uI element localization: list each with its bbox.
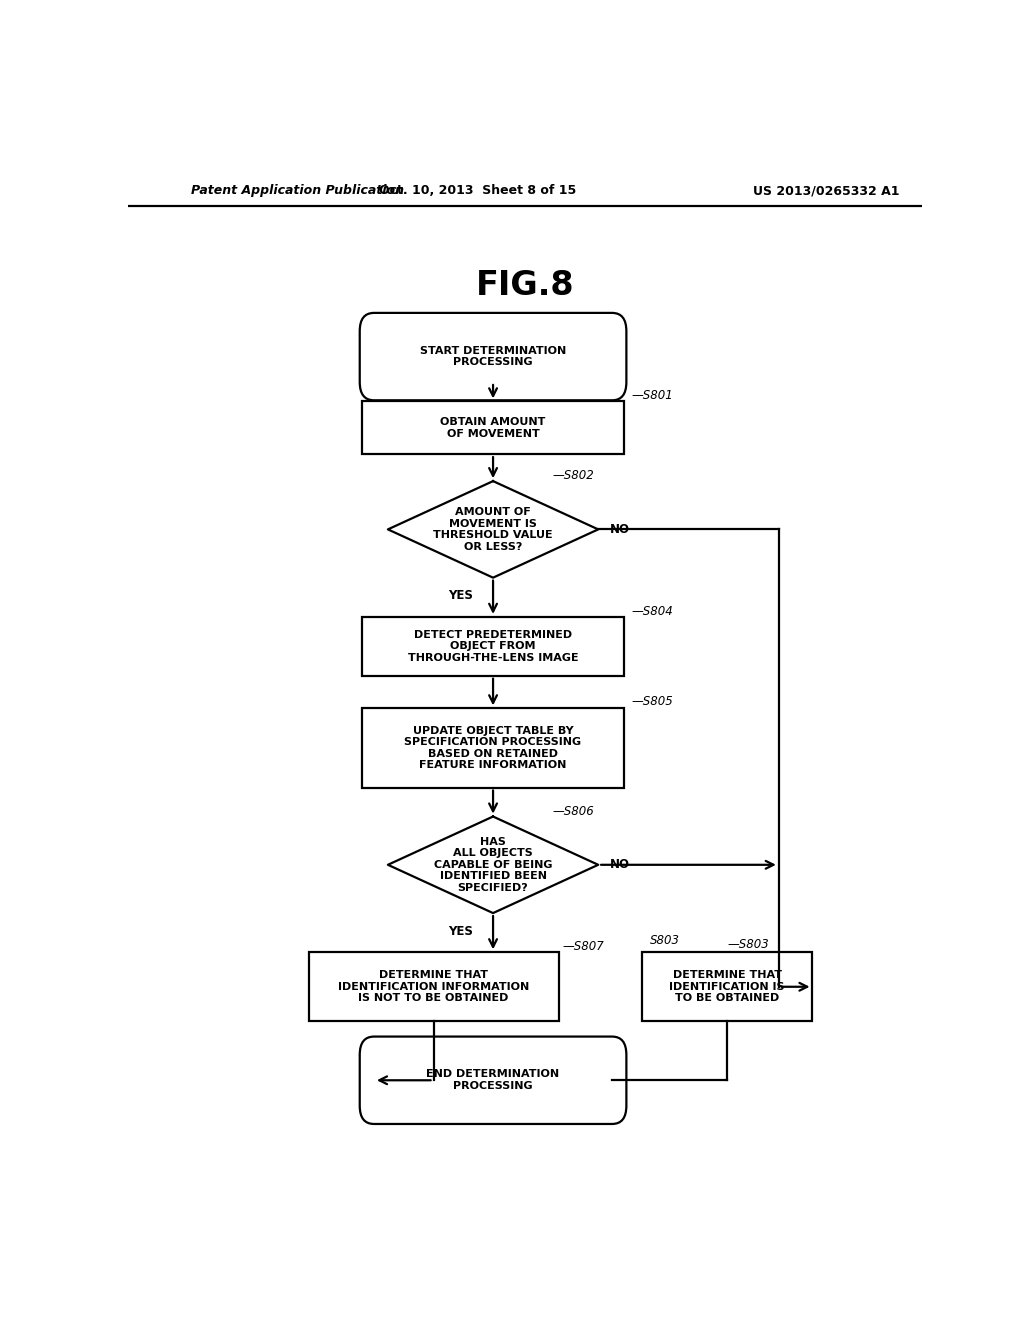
Text: HAS
ALL OBJECTS
CAPABLE OF BEING
IDENTIFIED BEEN
SPECIFIED?: HAS ALL OBJECTS CAPABLE OF BEING IDENTIF… [434, 837, 552, 894]
Text: —S805: —S805 [632, 696, 674, 709]
Text: S803: S803 [650, 935, 680, 948]
Text: US 2013/0265332 A1: US 2013/0265332 A1 [753, 185, 900, 198]
Bar [308, 952, 558, 1022]
Bar [642, 952, 812, 1022]
Text: OBTAIN AMOUNT
OF MOVEMENT: OBTAIN AMOUNT OF MOVEMENT [440, 417, 546, 438]
Text: —S804: —S804 [632, 605, 674, 618]
Text: —S801: —S801 [632, 389, 674, 403]
Text: UPDATE OBJECT TABLE BY
SPECIFICATION PROCESSING
BASED ON RETAINED
FEATURE INFORM: UPDATE OBJECT TABLE BY SPECIFICATION PRO… [404, 726, 582, 771]
Text: Oct. 10, 2013  Sheet 8 of 15: Oct. 10, 2013 Sheet 8 of 15 [379, 185, 575, 198]
Text: FIG.8: FIG.8 [475, 269, 574, 302]
Text: —S806: —S806 [553, 805, 594, 818]
Text: —S803: —S803 [728, 939, 770, 952]
Text: Patent Application Publication: Patent Application Publication [191, 185, 404, 198]
Text: YES: YES [449, 925, 473, 939]
Text: NO: NO [610, 858, 630, 871]
Bar [362, 401, 624, 454]
Text: YES: YES [449, 590, 473, 602]
Bar [362, 616, 624, 676]
Text: AMOUNT OF
MOVEMENT IS
THRESHOLD VALUE
OR LESS?: AMOUNT OF MOVEMENT IS THRESHOLD VALUE OR… [433, 507, 553, 552]
Bar [362, 709, 624, 788]
Text: —S802: —S802 [553, 469, 594, 482]
Text: START DETERMINATION
PROCESSING: START DETERMINATION PROCESSING [420, 346, 566, 367]
Polygon shape [388, 817, 598, 913]
Text: —S807: —S807 [563, 940, 604, 953]
Text: DETECT PREDETERMINED
OBJECT FROM
THROUGH-THE-LENS IMAGE: DETECT PREDETERMINED OBJECT FROM THROUGH… [408, 630, 579, 663]
FancyBboxPatch shape [359, 313, 627, 400]
Text: NO: NO [610, 523, 630, 536]
FancyBboxPatch shape [359, 1036, 627, 1125]
Polygon shape [388, 480, 598, 578]
Text: DETERMINE THAT
IDENTIFICATION INFORMATION
IS NOT TO BE OBTAINED: DETERMINE THAT IDENTIFICATION INFORMATIO… [338, 970, 529, 1003]
Text: DETERMINE THAT
IDENTIFICATION IS
TO BE OBTAINED: DETERMINE THAT IDENTIFICATION IS TO BE O… [670, 970, 785, 1003]
Text: END DETERMINATION
PROCESSING: END DETERMINATION PROCESSING [426, 1069, 560, 1092]
